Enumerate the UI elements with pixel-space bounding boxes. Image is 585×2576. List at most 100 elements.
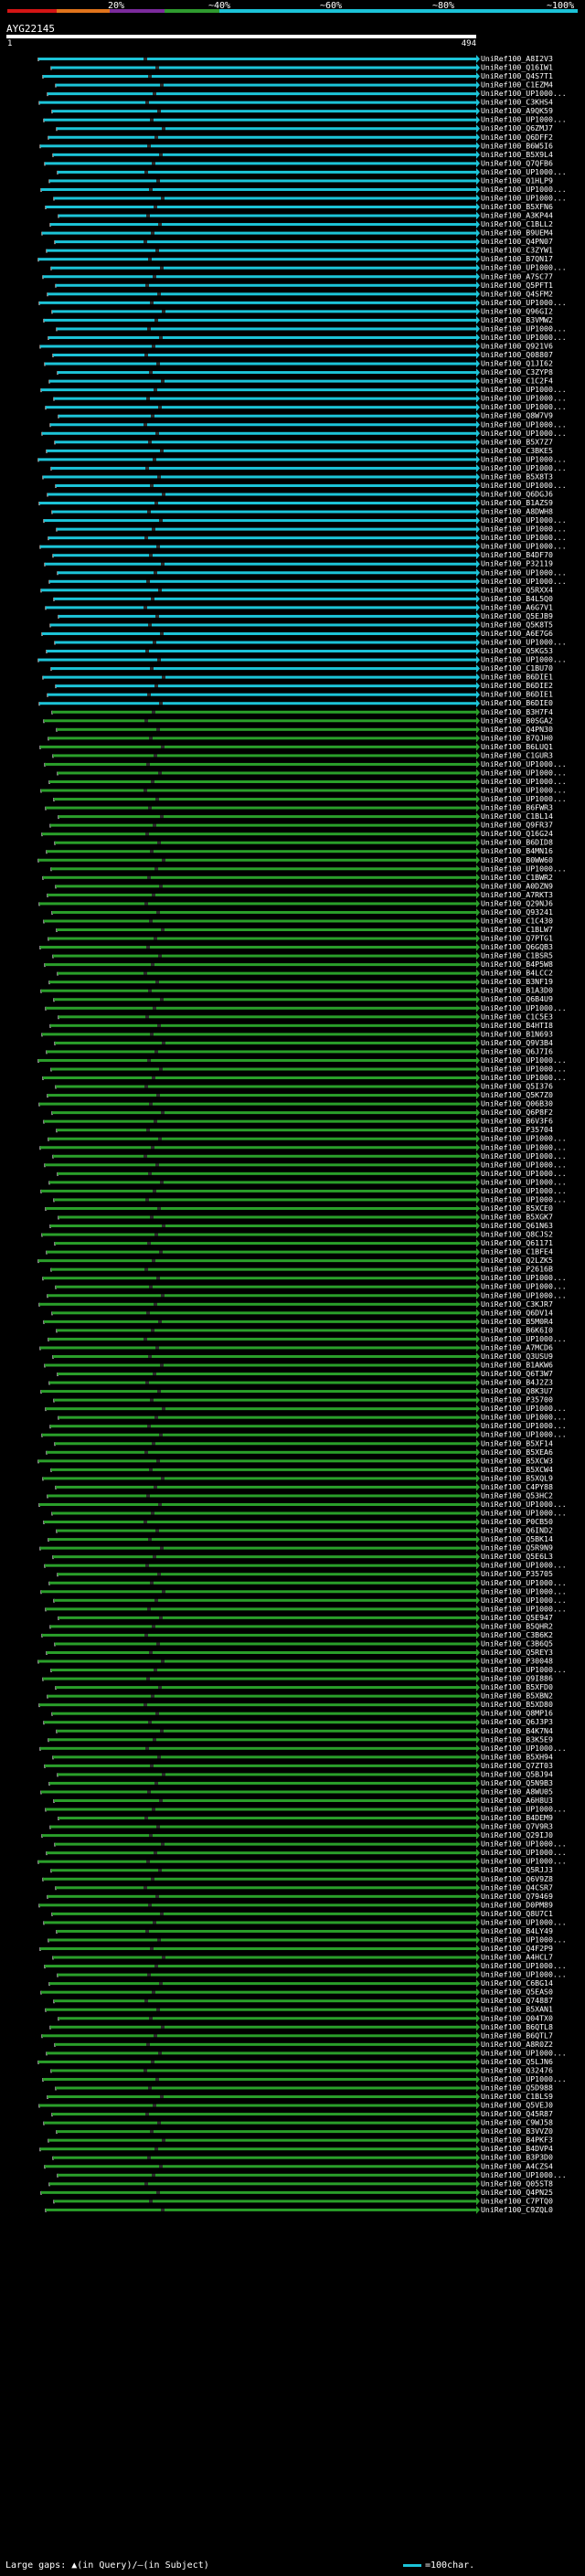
hit-segment	[45, 562, 161, 566]
hit-segment	[39, 702, 159, 705]
hit-segment	[47, 650, 145, 653]
hit-end-arrow-icon	[476, 1413, 480, 1422]
hit-end-arrow-icon	[476, 1247, 480, 1256]
hit-gap	[159, 885, 163, 888]
hit-segment	[53, 1956, 162, 1959]
hit-label: UniRef100_Q5RJJ3	[481, 1865, 553, 1874]
hit-segment	[153, 2017, 476, 2020]
hit-end-arrow-icon	[476, 1117, 480, 1126]
hit-row: UniRef100_UP1000...	[48, 1578, 567, 1587]
hit-end-arrow-icon	[476, 707, 480, 716]
hit-row: UniRef100_B4HTI8	[49, 1021, 553, 1030]
hit-row: UniRef100_B3VVZ0	[56, 2126, 553, 2136]
hit-end-arrow-icon	[476, 1343, 480, 1352]
hit-segment	[156, 1189, 476, 1193]
scale-label: =100char.	[425, 2560, 475, 2571]
hit-segment	[53, 1555, 153, 1559]
hit-row: UniRef100_UP1000...	[44, 1961, 567, 1971]
hit-end-arrow-icon	[476, 463, 480, 472]
hit-row: UniRef100_B4DF70	[52, 550, 553, 560]
hit-segment	[160, 545, 476, 548]
hit-label: UniRef100_Q6T3W7	[481, 1369, 553, 1378]
hit-row: UniRef100_Q05ST8	[48, 2178, 553, 2189]
hit-end-arrow-icon	[476, 1055, 480, 1065]
hit-end-arrow-icon	[476, 1753, 480, 1762]
hit-segment	[158, 1233, 476, 1236]
hit-row: UniRef100_Q5REY3	[46, 1648, 553, 1657]
hit-label: UniRef100_Q5BJ94	[481, 1769, 553, 1778]
hit-row: UniRef100_Q6GQB3	[39, 942, 553, 952]
hit-label: UniRef100_B5XQL9	[481, 1473, 553, 1482]
hit-gap	[148, 1903, 152, 1907]
hit-segment	[149, 1929, 476, 1933]
hit-label: UniRef100_B1AZS9	[481, 498, 553, 507]
hit-end-arrow-icon	[476, 978, 480, 987]
hit-segment	[157, 1119, 476, 1123]
hit-segment	[154, 1215, 476, 1219]
hit-segment	[53, 153, 159, 156]
hit-segment	[151, 1242, 476, 1246]
hit-label: UniRef100_C3KHS4	[481, 98, 553, 107]
hit-row: UniRef100_UP1000...	[41, 1430, 567, 1439]
hit-gap	[162, 1590, 165, 1594]
hit-segment	[41, 1189, 153, 1193]
hit-segment	[43, 1677, 146, 1680]
hit-segment	[39, 902, 144, 906]
hit-segment	[159, 1894, 476, 1898]
hit-gap	[152, 1076, 155, 1080]
hit-segment	[157, 571, 476, 575]
hit-end-arrow-icon	[476, 568, 480, 578]
hit-segment	[156, 1921, 476, 1924]
hit-label: UniRef100_A4CZS4	[481, 2161, 553, 2170]
hit-segment	[161, 2121, 476, 2125]
hit-row: UniRef100_A6E7G6	[41, 629, 553, 638]
hit-segment	[154, 118, 476, 122]
hit-gap	[147, 144, 151, 148]
hit-row: UniRef100_UP1000...	[53, 794, 567, 804]
hit-end-arrow-icon	[476, 1169, 480, 1178]
hit-segment	[151, 1607, 476, 1611]
hit-label: UniRef100_Q5RXX4	[481, 585, 553, 594]
hit-segment	[161, 1755, 476, 1759]
hit-row: UniRef100_Q45R87	[51, 2109, 553, 2119]
hit-gap	[147, 2156, 151, 2159]
hit-segment	[165, 1224, 476, 1228]
hit-segment	[154, 667, 476, 671]
hit-label: UniRef100_Q6IND2	[481, 1526, 553, 1535]
hit-label: UniRef100_B6V3F6	[481, 1117, 553, 1126]
hit-end-arrow-icon	[476, 534, 480, 543]
hit-gap	[162, 493, 165, 496]
hit-label: UniRef100_B0WW60	[481, 855, 553, 864]
hit-end-arrow-icon	[476, 438, 480, 447]
hit-end-arrow-icon	[476, 995, 480, 1004]
hit-label: UniRef100_B4PKF3	[481, 2136, 553, 2145]
hit-segment	[158, 867, 476, 871]
hit-gap	[149, 919, 153, 923]
hit-row: UniRef100_B5X7Z7	[54, 437, 553, 447]
hit-gap	[162, 310, 165, 313]
hit-end-arrow-icon	[476, 1831, 480, 1840]
hit-row: UniRef100_B9UEM4	[41, 228, 553, 238]
hit-row: UniRef100_A6G7V1	[45, 602, 553, 612]
hit-gap	[144, 1633, 148, 1637]
hit-segment	[163, 519, 476, 523]
hit-label: UniRef100_B5XH94	[481, 1752, 553, 1761]
hit-label: UniRef100_Q16G24	[481, 829, 553, 838]
hit-label: UniRef100_UP1000...	[481, 1073, 567, 1082]
hit-segment	[56, 2086, 148, 2090]
hit-label: UniRef100_Q7ZT03	[481, 1761, 553, 1770]
hit-gap	[159, 1250, 163, 1254]
hit-end-arrow-icon	[476, 333, 480, 342]
hit-end-arrow-icon	[476, 1874, 480, 1883]
hit-segment	[51, 266, 160, 270]
hit-row: UniRef100_UP1000...	[44, 1561, 567, 1570]
hit-label: UniRef100_Q9I886	[481, 1674, 553, 1683]
query-line	[6, 35, 476, 38]
hit-end-arrow-icon	[476, 1648, 480, 1657]
hit-end-arrow-icon	[476, 1474, 480, 1483]
hit-segment	[40, 1947, 150, 1951]
hit-segment	[40, 1146, 151, 1150]
hit-label: UniRef100_Q06B30	[481, 1099, 553, 1108]
hit-label: UniRef100_UP1000...	[481, 1665, 567, 1674]
hit-label: UniRef100_Q45R87	[481, 2109, 553, 2118]
